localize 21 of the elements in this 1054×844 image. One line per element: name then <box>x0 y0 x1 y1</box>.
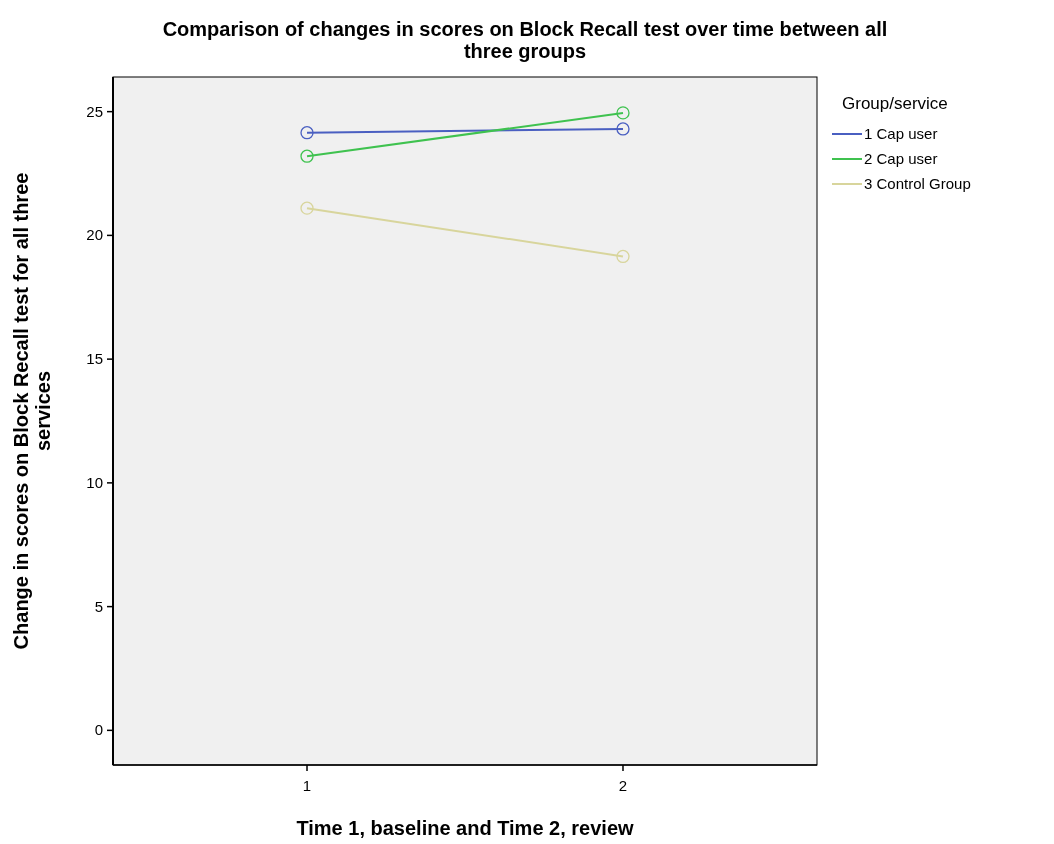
legend-label: 3 Control Group <box>864 175 971 192</box>
point <box>616 122 630 136</box>
y-tick-label: 0 <box>94 721 103 739</box>
y-tick-label: 15 <box>86 350 103 368</box>
point <box>300 149 314 163</box>
y-tick-label: 20 <box>86 226 103 244</box>
y-axis-title: Change in scores on Block Recall test for all three services <box>10 172 54 650</box>
point <box>300 126 314 140</box>
chart-title: Comparison of changes in scores on Block Recall test over time between all three groups <box>162 18 888 62</box>
x-axis-title: Time 1, baseline and Time 2, review <box>296 817 635 839</box>
x-tick-label: 1 <box>302 777 312 794</box>
y-tick-label: 10 <box>86 473 103 491</box>
point <box>616 106 630 120</box>
point <box>616 249 630 264</box>
legend-label: 2 Cap user <box>864 150 938 167</box>
y-tick-label: 25 <box>86 102 103 120</box>
y-tick-label: 5 <box>94 597 103 615</box>
x-tick-label: 2 <box>618 777 628 794</box>
point <box>300 201 314 215</box>
legend-title: Group/service <box>842 94 948 113</box>
legend-label: 1 Cap user <box>864 125 938 142</box>
